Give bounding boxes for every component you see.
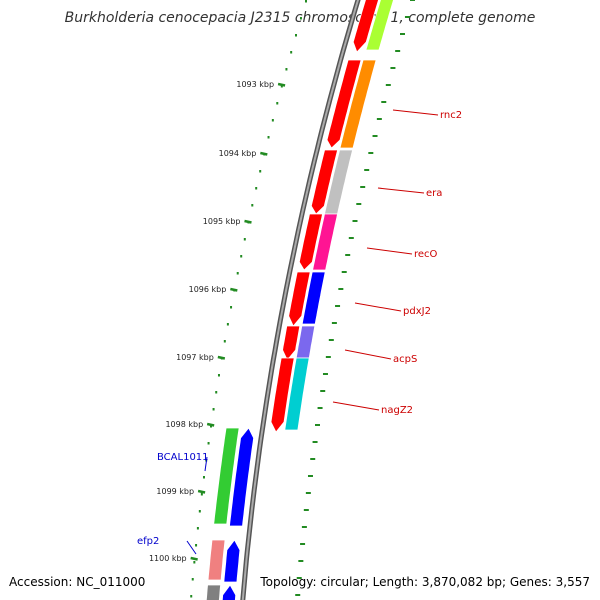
gene-label-leader [186,540,197,555]
gene-label-leader [392,109,439,116]
genes-layer [205,0,396,600]
gene-strand-arrow [298,213,323,271]
gene-reco[interactable] [298,213,338,271]
gene-strand-arrow [223,539,241,583]
gene-strand-arrow [310,149,339,215]
ruler-tick-label: 1099 kbp [156,487,194,496]
gene-label-leader [344,349,392,360]
gene-strand-arrow [270,357,295,433]
ruler-tick-label: 1094 kbp [219,149,257,158]
ruler-major-tick [230,287,238,292]
backbone-highlight [241,0,360,600]
accession-label: Accession: NC_011000 [9,575,146,589]
gene-label[interactable]: efp2 [137,536,159,547]
gene-cog-band [312,213,338,271]
ruler-tick-label: 1098 kbp [165,420,203,429]
gene-label-leader [332,401,380,411]
gene-label[interactable]: pdxJ2 [403,306,431,317]
genome-summary-label: Topology: circular; Length: 3,870,082 bp… [260,575,590,589]
ruler-major-tick [206,422,215,427]
gene-nagz2[interactable] [270,357,310,433]
gene-cog-band [284,357,310,431]
gene-label[interactable]: nagZ2 [381,405,413,416]
gene-strand-arrow [221,584,237,600]
ruler-tick-label: 1100 kbp [149,554,187,563]
gene-strand-arrow [282,325,301,361]
gene-label-leader [204,456,208,472]
gene-cog-band [365,0,394,51]
ruler-tick-label: 1093 kbp [236,80,274,89]
gene-strand-arrow [229,427,255,527]
gene-label-leader [366,247,413,255]
ruler-major-tick [190,556,198,561]
gene-label[interactable]: era [426,188,442,199]
gene-cog-band [339,59,377,149]
gene-label[interactable]: BCAL1011 [157,452,209,463]
ruler-tick-label: 1096 kbp [189,285,227,294]
gene-label[interactable]: recO [414,249,438,260]
gene-label-leader [354,302,402,312]
gene-strand-arrow [352,0,379,53]
ruler-major-tick [244,219,252,224]
gene-era[interactable] [310,149,354,215]
gene-acps[interactable] [282,325,316,361]
gene-cog-band [301,271,326,325]
gene-efp2[interactable] [207,539,241,583]
gene-rnc2[interactable] [326,59,377,149]
ruler-tick-label: 1095 kbp [203,217,241,226]
gene-cog-band [207,539,226,581]
ruler-major-tick [277,82,286,87]
scale-ruler: 1093 kbp 1094 kbp 1095 kbp 1096 kbp 1097 kbp… [149,0,415,598]
gene-unlabeled-9[interactable] [205,584,237,600]
backbone-layer [240,0,361,600]
gene-label[interactable]: rnc2 [440,110,462,121]
ruler-major-tick [260,151,268,156]
gene-cog-band [205,584,222,600]
ruler-tick-label: 1097 kbp [176,353,214,362]
gene-bcal1011[interactable] [213,427,255,527]
gene-pdxj2[interactable] [288,271,326,327]
gene-label-leader [377,187,425,194]
gene-strand-arrow [288,271,311,327]
ruler-major-tick [197,489,206,494]
ruler-major-tick [217,355,226,360]
gene-label[interactable]: acpS [393,354,417,365]
gene-strand-arrow [326,59,362,149]
labels-layer: rnc2 era recO pdxJ2 acpS nagZ2 BCAL1011 efp2 [137,109,462,555]
gene-unlabeled-0[interactable] [352,0,396,53]
gene-cog-band [213,427,240,525]
